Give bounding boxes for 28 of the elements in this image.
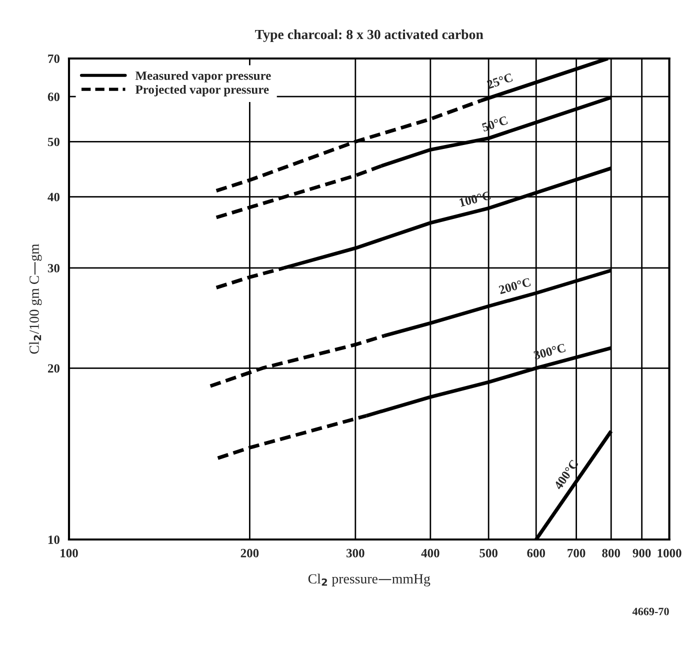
x-tick-label: 100 xyxy=(60,548,78,558)
x-tick-label: 900 xyxy=(632,548,651,558)
y-tick-label: 20 xyxy=(48,364,60,373)
x-tick-label: 800 xyxy=(602,548,620,558)
x-tick-label: 300 xyxy=(346,548,364,558)
legend-label: Measured vapor pressure xyxy=(135,71,271,82)
chart-title: Type charcoal: 8 x 30 activated carbon xyxy=(255,29,484,42)
y-tick-label: 70 xyxy=(48,54,60,63)
annotation: 25°C xyxy=(486,73,513,89)
annotation: 300°C xyxy=(533,343,566,360)
annotation: 50°C xyxy=(482,116,508,132)
legend-label: Projected vapor pressure xyxy=(135,84,269,96)
y-tick-label: 10 xyxy=(48,536,60,544)
y-tick-label: 50 xyxy=(48,138,60,146)
text: 4669-70 xyxy=(632,608,669,616)
x-tick-label: 500 xyxy=(480,548,498,558)
y-tick-label: 60 xyxy=(48,92,60,102)
y-tick-label: 40 xyxy=(48,192,60,202)
x-tick-label: 400 xyxy=(421,548,440,558)
x-tick-label: 700 xyxy=(568,548,586,558)
annotation: 100°C xyxy=(459,191,491,207)
x-tick-label: 600 xyxy=(527,548,546,558)
annotation: 200°C xyxy=(498,278,531,294)
x-axis-title: Cl$_{2}$ pressure—mmHg xyxy=(308,574,430,586)
y-tick-label: 30 xyxy=(48,264,60,272)
x-tick-label: 1000 xyxy=(658,548,682,558)
x-tick-label: 200 xyxy=(240,548,259,558)
y-axis-title: Cl$_{2}$/100 gm C—gm xyxy=(29,244,42,354)
